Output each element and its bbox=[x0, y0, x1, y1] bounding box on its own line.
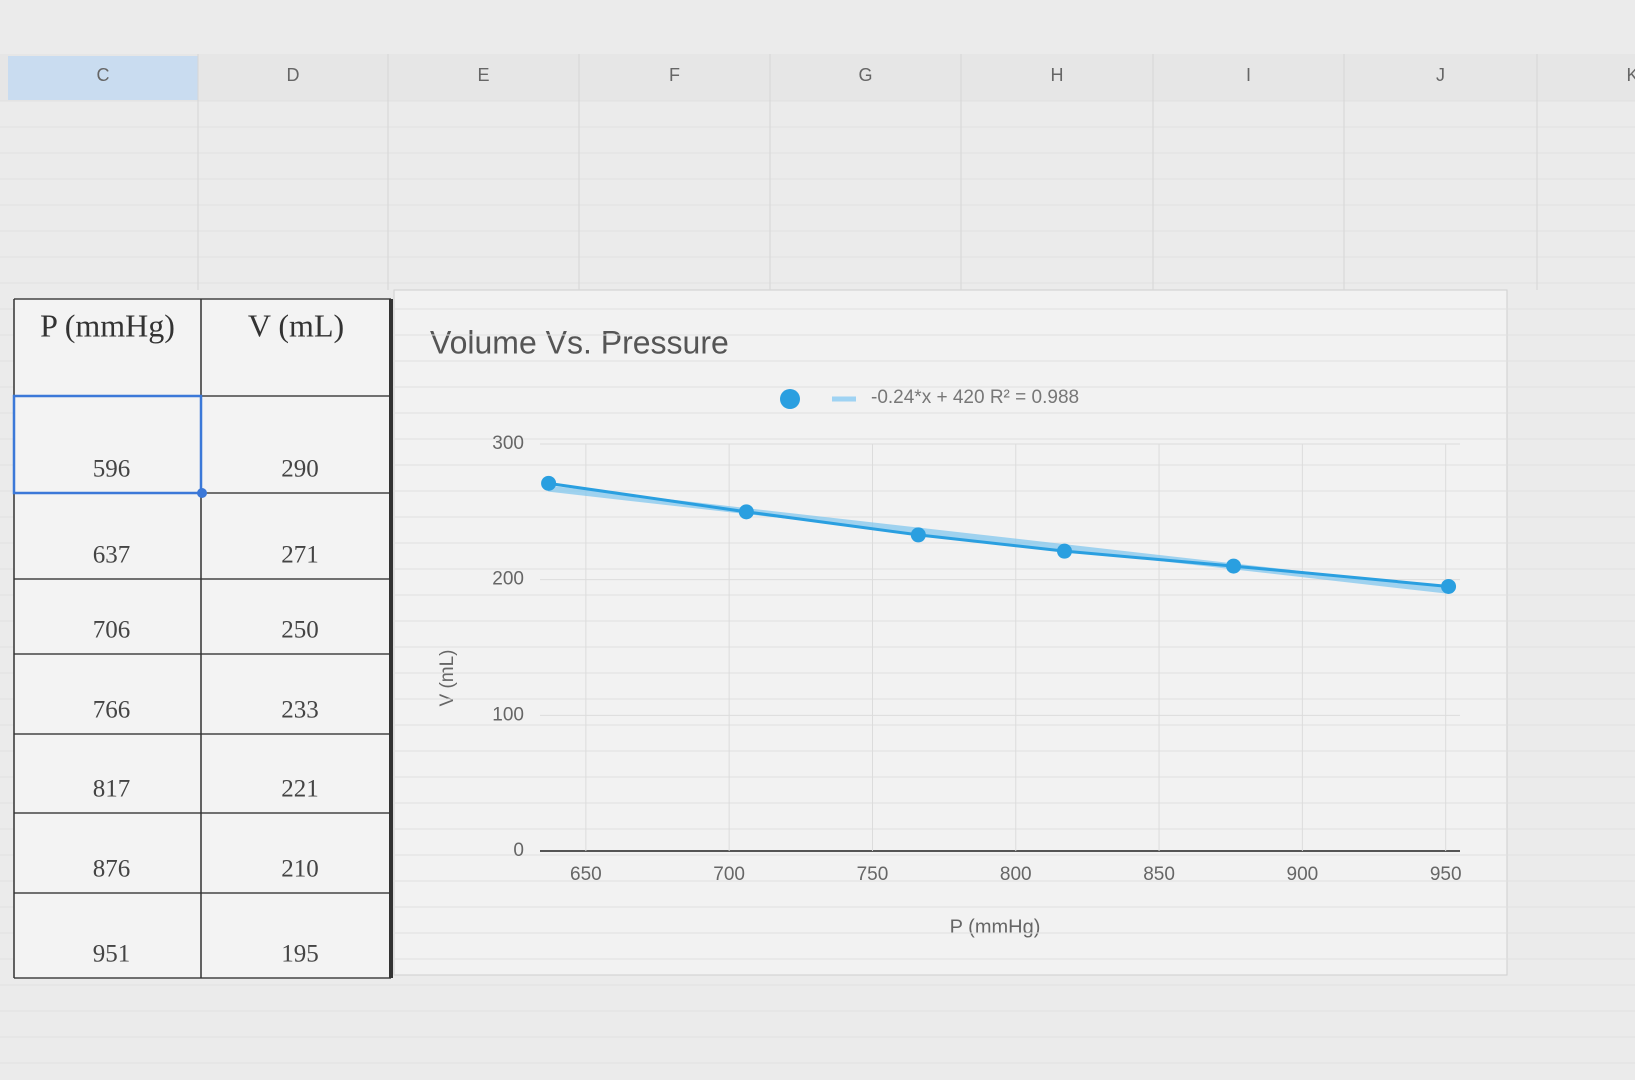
table-cell[interactable]: 250 bbox=[281, 617, 319, 644]
column-header[interactable]: J bbox=[1436, 65, 1445, 85]
table-cell[interactable]: 221 bbox=[281, 776, 319, 803]
x-tick-label: 950 bbox=[1430, 864, 1462, 885]
column-header-bar bbox=[0, 54, 1635, 101]
selected-column-header bbox=[8, 56, 198, 100]
table-cell[interactable]: 271 bbox=[281, 542, 319, 569]
column-header[interactable]: G bbox=[858, 65, 872, 85]
point bbox=[541, 475, 557, 491]
table-cell[interactable]: 210 bbox=[281, 856, 319, 883]
table-header[interactable]: V (mL) bbox=[248, 307, 344, 343]
table-cell[interactable]: 876 bbox=[93, 856, 131, 883]
series-line bbox=[548, 481, 1449, 588]
column-header[interactable]: I bbox=[1246, 65, 1251, 85]
table-cell[interactable]: 817 bbox=[93, 776, 131, 803]
table-cell[interactable]: 233 bbox=[281, 697, 319, 724]
table-cell[interactable]: 195 bbox=[281, 941, 319, 968]
column-header[interactable]: H bbox=[1051, 65, 1064, 85]
y-tick-label: 100 bbox=[492, 704, 524, 725]
table-cell[interactable]: 596 bbox=[93, 456, 131, 483]
x-tick-label: 800 bbox=[1000, 864, 1032, 885]
x-tick-label: 700 bbox=[713, 864, 745, 885]
column-header[interactable]: D bbox=[287, 65, 300, 85]
table-header[interactable]: P (mmHg) bbox=[40, 307, 175, 343]
point bbox=[910, 527, 926, 543]
selected-cell[interactable] bbox=[12, 394, 203, 495]
x-tick-label: 850 bbox=[1143, 864, 1175, 885]
y-tick-label: 0 bbox=[513, 840, 524, 861]
column-header[interactable]: K bbox=[1626, 65, 1635, 85]
table-cell[interactable]: 766 bbox=[93, 697, 131, 724]
x-tick-label: 900 bbox=[1287, 864, 1319, 885]
y-tick-label: 300 bbox=[492, 433, 524, 454]
chart-box[interactable] bbox=[393, 289, 1508, 976]
point bbox=[1226, 558, 1242, 574]
y-axis-label: V (mL) bbox=[437, 650, 458, 707]
point bbox=[738, 504, 754, 520]
x-axis-label: P (mmHg) bbox=[950, 916, 1041, 938]
column-header[interactable]: E bbox=[477, 65, 489, 85]
table-background bbox=[14, 299, 391, 978]
legend-marker bbox=[780, 389, 800, 409]
table-cell[interactable]: 290 bbox=[281, 456, 319, 483]
legend-label: -0.24*x + 420 R² = 0.988 bbox=[871, 387, 1079, 408]
column-header[interactable]: F bbox=[669, 65, 680, 85]
x-tick-label: 650 bbox=[570, 864, 602, 885]
point bbox=[1056, 543, 1072, 559]
fill-handle[interactable] bbox=[197, 488, 207, 498]
chart-title: Volume Vs. Pressure bbox=[430, 324, 729, 360]
x-tick-label: 750 bbox=[857, 864, 889, 885]
y-tick-label: 200 bbox=[492, 569, 524, 590]
point bbox=[1441, 578, 1457, 594]
table-cell[interactable]: 706 bbox=[93, 617, 131, 644]
table-cell[interactable]: 637 bbox=[93, 542, 131, 569]
column-header[interactable]: C bbox=[97, 65, 110, 85]
table-cell[interactable]: 951 bbox=[93, 941, 131, 968]
